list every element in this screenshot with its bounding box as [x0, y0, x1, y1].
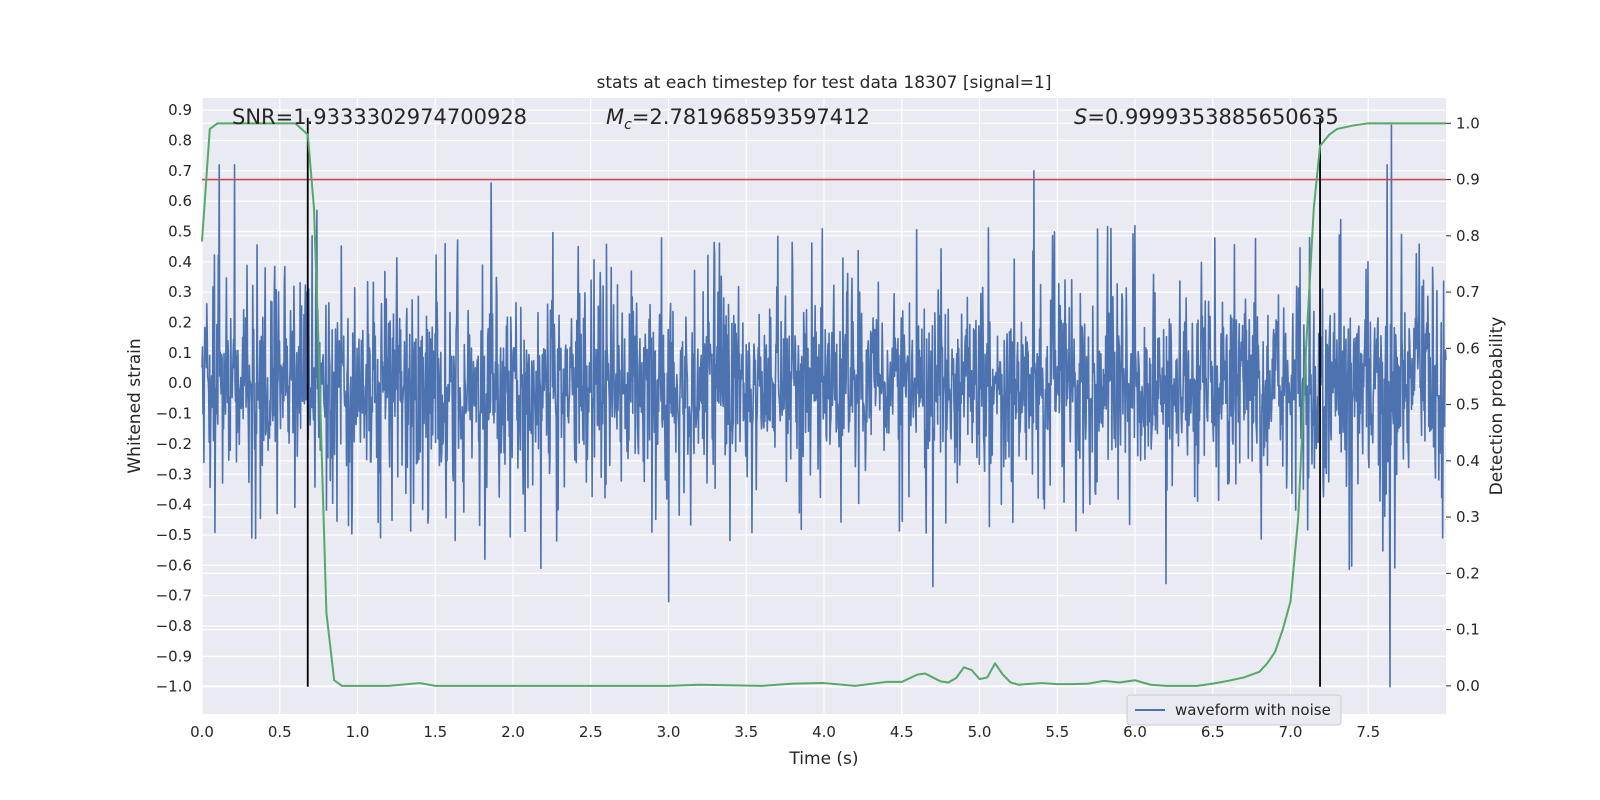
score-symbol: S	[1074, 105, 1087, 129]
y-tick-label: −0.2	[156, 435, 192, 453]
y-tick-label: 0.4	[168, 253, 192, 271]
x-tick-label: 7.0	[1279, 723, 1303, 741]
y2-tick-label: 0.8	[1456, 227, 1480, 245]
y-tick-label: −0.7	[156, 587, 192, 605]
y2-tick-label: 1.0	[1456, 114, 1480, 132]
y-tick-label: −0.4	[156, 496, 192, 514]
x-tick-label: 3.5	[734, 723, 758, 741]
x-tick-label: 4.0	[812, 723, 836, 741]
chirp-mass-subscript: c	[624, 117, 632, 133]
x-tick-label: 5.0	[968, 723, 992, 741]
x-tick-label: 6.5	[1201, 723, 1225, 741]
y-tick-label: 0.5	[168, 223, 192, 241]
chirp-mass-value: =2.781968593597412	[632, 105, 870, 129]
y2-tick-label: 0.3	[1456, 508, 1480, 526]
legend: waveform with noise	[1126, 694, 1342, 726]
score-value: =0.9999353885650635	[1087, 105, 1338, 129]
x-tick-labels: 0.0 0.5 1.0 1.5 2.0 2.5 3.0 3.5 4.0 4.5 5.0 5.5 6.0 6…	[190, 723, 1380, 741]
chart-title: stats at each timestep for test data 183…	[597, 73, 1052, 93]
y2-tick-label: 0.4	[1456, 452, 1480, 470]
y-tick-label: 0.1	[168, 344, 192, 362]
waveform-series	[201, 124, 1447, 688]
y-tick-label: 0.6	[168, 192, 192, 210]
waveform-line	[201, 124, 1447, 688]
x-tick-label: 0.0	[190, 723, 214, 741]
x-tick-label: 2.0	[501, 723, 525, 741]
legend-box	[1126, 694, 1342, 726]
x-tick-label: 1.0	[346, 723, 370, 741]
y-tick-label: 0.2	[168, 314, 192, 332]
y-tick-label: 0.8	[168, 131, 192, 149]
y-tick-label: −0.5	[156, 526, 192, 544]
y-tick-labels: 0.9 0.8 0.7 0.6 0.5 0.4 0.3 0.2 0.1 0.0 −0.1 −0.2 −0…	[156, 101, 192, 696]
chirp-mass-symbol: M	[606, 105, 624, 129]
detection-probability-line	[201, 122, 1446, 687]
y-tick-label: 0.7	[168, 162, 192, 180]
y-tick-label: 0.3	[168, 283, 192, 301]
legend-label-waveform: waveform with noise	[1175, 701, 1331, 719]
y-tick-label: 0.9	[168, 101, 192, 119]
x-tick-label: 7.5	[1356, 723, 1380, 741]
x-axis-label: Time (s)	[788, 749, 858, 769]
y2-tick-label: 0.2	[1456, 564, 1480, 582]
y2-axis-label: Detection probability	[1487, 317, 1507, 496]
y-tick-label: 0.0	[168, 374, 192, 392]
snr-annotation: SNR=1.9333302974700928	[232, 105, 527, 129]
y-tick-label: −0.1	[156, 405, 192, 423]
y-tick-label: −1.0	[156, 678, 192, 696]
x-tick-label: 1.5	[423, 723, 447, 741]
y2-tick-label: 0.9	[1456, 171, 1480, 189]
score-annotation: S=0.9999353885650635	[1074, 105, 1339, 129]
y-tick-label: −0.6	[156, 556, 192, 574]
y2-tick-label: 0.7	[1456, 283, 1480, 301]
x-tick-label: 3.0	[657, 723, 681, 741]
y2-tick-label: 0.5	[1456, 396, 1480, 414]
y-axis-label: Whitened strain	[125, 338, 145, 473]
x-tick-label: 6.0	[1123, 723, 1147, 741]
y2-tick-label: 0.1	[1456, 621, 1480, 639]
x-tick-label: 2.5	[579, 723, 603, 741]
y-tick-label: −0.8	[156, 617, 192, 635]
x-tick-label: 4.5	[890, 723, 914, 741]
chirp-mass-annotation: Mc=2.781968593597412	[606, 105, 870, 133]
x-tick-label: 5.5	[1045, 723, 1069, 741]
y2-tick-label: 0.0	[1456, 677, 1480, 695]
x-tick-label: 0.5	[268, 723, 292, 741]
y2-tick-labels: 1.0 0.9 0.8 0.7 0.6 0.5 0.4 0.3 0.2 0.1 0.0	[1446, 114, 1480, 695]
y-tick-label: −0.3	[156, 465, 192, 483]
y-tick-label: −0.9	[156, 647, 192, 665]
overlay-lines	[201, 117, 1446, 687]
y2-tick-label: 0.6	[1456, 339, 1480, 357]
